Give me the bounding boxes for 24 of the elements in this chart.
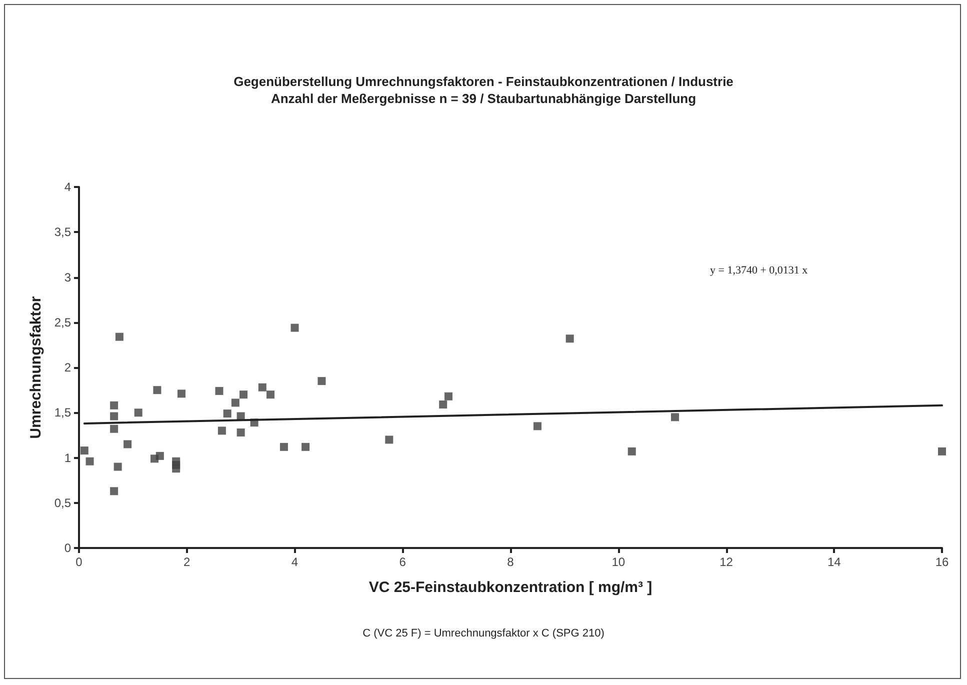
- y-tick-label: 3: [64, 270, 72, 284]
- y-tick-label: 2: [64, 360, 72, 374]
- y-tick-label: 1: [64, 450, 72, 465]
- x-tick-label: 14: [827, 555, 842, 569]
- y-tick-label: 1,5: [54, 406, 72, 420]
- y-tick-label: 0,5: [54, 496, 72, 510]
- x-tick-label: 2: [184, 555, 191, 569]
- y-axis-title: Umrechnungsfaktor: [27, 296, 44, 439]
- x-tick-label: 0: [76, 555, 83, 569]
- x-tick-label: 6: [399, 555, 406, 569]
- x-tick-label: 16: [935, 555, 949, 569]
- y-tick-label: 3,5: [54, 225, 72, 240]
- y-tick-label: 0: [64, 541, 72, 555]
- y-tick-label: 2,5: [54, 315, 72, 330]
- x-tick-label: 4: [291, 555, 298, 569]
- y-tick-label: 4: [64, 180, 72, 194]
- chart-subtitle: Anzahl der Meßergebnisse n = 39 / Staubartunabhängige Darstellung: [270, 91, 696, 106]
- text: C (VC 25 F) = Umrechnungsfaktor x C (SPG 210): [362, 628, 604, 640]
- annotation: y = 1,3740 + 0,0131 x: [710, 264, 808, 276]
- x-axis-title: VC 25-Feinstaubkonzentration [ mg/m³ ]: [368, 579, 652, 596]
- x-tick-label: 10: [612, 555, 626, 569]
- x-tick-label: 8: [507, 555, 514, 569]
- chart-title: Gegenüberstellung Umrechnungsfaktoren - Feinstaubkonzentrationen / Industrie: [234, 74, 734, 89]
- x-tick-label: 12: [720, 555, 734, 569]
